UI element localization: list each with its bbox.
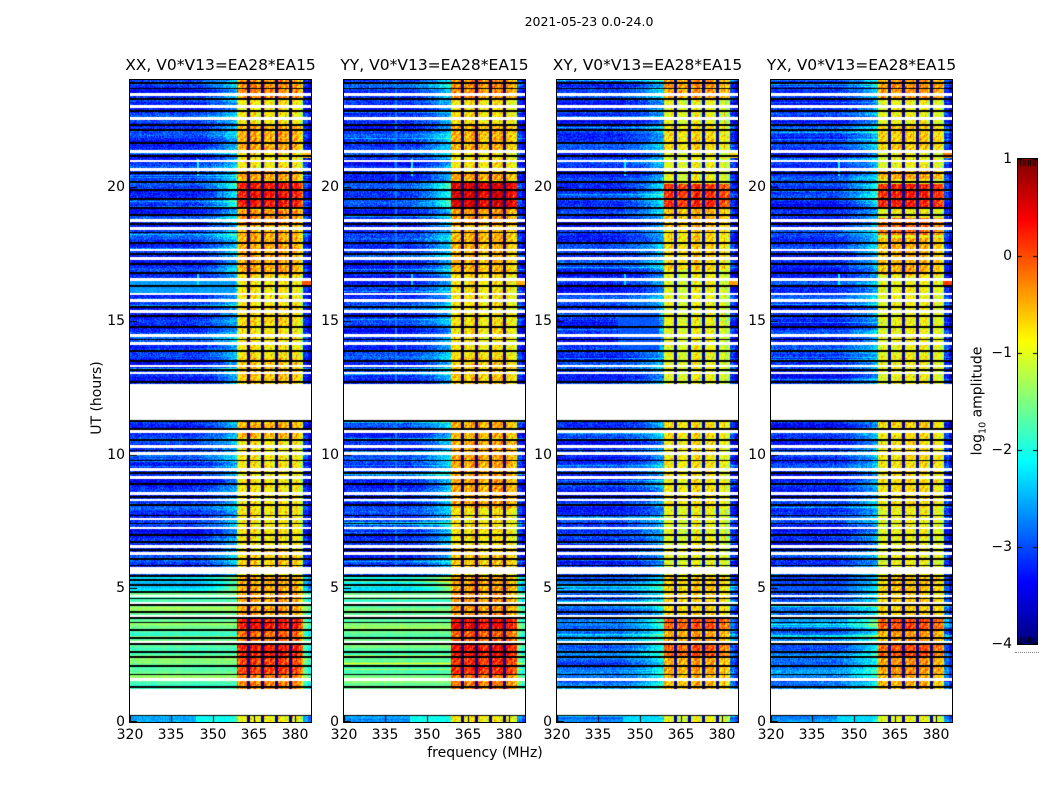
y-tick-label: 0 [543, 714, 552, 730]
y-tick-label: 15 [534, 313, 552, 329]
x-tick-label: 335 [798, 727, 826, 743]
x-tick-label: 350 [199, 727, 227, 743]
y-tick-label: 5 [757, 580, 766, 596]
colorbar-tick-label: 1 [1003, 151, 1012, 167]
x-tick-label: 320 [543, 727, 571, 743]
colorbar-tick-label: −3 [991, 539, 1012, 555]
x-tick-label: 380 [922, 727, 950, 743]
y-tick-label: 15 [107, 313, 125, 329]
y-tick-label: 20 [534, 179, 552, 195]
y-tick-label: 5 [116, 580, 125, 596]
y-tick-label: 5 [543, 580, 552, 596]
x-tick-label: 320 [757, 727, 785, 743]
x-tick-label: 335 [157, 727, 185, 743]
x-tick-label: 350 [413, 727, 441, 743]
x-tick-label: 365 [454, 727, 482, 743]
y-tick-label: 15 [321, 313, 339, 329]
y-tick-label: 5 [330, 580, 339, 596]
colorbar-label-sub: 10 [977, 421, 989, 434]
colorbar-tick-label: −2 [991, 442, 1012, 458]
x-tick-label: 365 [240, 727, 268, 743]
panel-title-xy: XY, V0*V13=EA28*EA15 [552, 56, 743, 74]
spectrogram-canvas-xx [129, 79, 312, 723]
x-tick-label: 335 [584, 727, 612, 743]
panel-title-xx: XX, V0*V13=EA28*EA15 [125, 56, 316, 74]
colorbar-minor-dots [1015, 652, 1039, 653]
spectrogram-canvas-yy [343, 79, 526, 723]
y-tick-label: 20 [321, 179, 339, 195]
panel-title-yy: YY, V0*V13=EA28*EA15 [340, 56, 529, 74]
y-tick-label: 20 [748, 179, 766, 195]
panel-title-yx: YX, V0*V13=EA28*EA15 [766, 56, 957, 74]
colorbar-tick-label: −1 [991, 345, 1012, 361]
y-tick-label: 0 [330, 714, 339, 730]
x-axis-label: frequency (MHz) [427, 745, 543, 761]
x-tick-label: 365 [667, 727, 695, 743]
y-tick-label: 10 [748, 447, 766, 463]
y-tick-label: 0 [116, 714, 125, 730]
y-tick-label: 10 [107, 447, 125, 463]
colorbar-label: log10 amplitude [970, 347, 989, 456]
y-tick-label: 10 [321, 447, 339, 463]
colorbar-tick-label: 0 [1003, 248, 1012, 264]
y-tick-label: 0 [757, 714, 766, 730]
colorbar-label-prefix: log [969, 433, 986, 456]
y-tick-label: 10 [534, 447, 552, 463]
x-tick-label: 365 [881, 727, 909, 743]
spectrogram-canvas-xy [556, 79, 739, 723]
x-tick-label: 380 [708, 727, 736, 743]
y-tick-label: 20 [107, 179, 125, 195]
figure-title: 2021-05-23 0.0-24.0 [524, 14, 654, 29]
x-tick-label: 320 [116, 727, 144, 743]
x-tick-label: 350 [840, 727, 868, 743]
colorbar-label-suffix: amplitude [969, 346, 986, 422]
y-axis-label: UT (hours) [89, 361, 105, 435]
colorbar-tick-label: −4 [991, 636, 1012, 652]
x-tick-label: 380 [281, 727, 309, 743]
x-tick-label: 335 [371, 727, 399, 743]
x-tick-label: 350 [626, 727, 654, 743]
x-tick-label: 320 [330, 727, 358, 743]
x-tick-label: 380 [495, 727, 523, 743]
colorbar-gradient [1017, 158, 1038, 645]
y-tick-label: 15 [748, 313, 766, 329]
spectrogram-canvas-yx [770, 79, 953, 723]
